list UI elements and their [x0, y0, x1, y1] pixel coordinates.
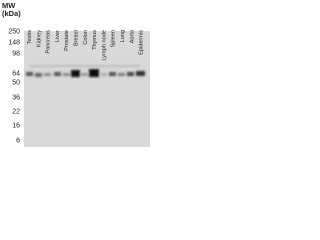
- mw-marker-label: 64: [12, 71, 20, 78]
- mw-title: MW (kDa): [2, 1, 21, 18]
- mw-marker-label: 98: [12, 51, 20, 58]
- lane-label: Spleen: [111, 30, 117, 47]
- mw-marker-label: 148: [8, 40, 20, 47]
- mw-marker-label: 16: [12, 123, 20, 130]
- lane-label: Lung: [120, 30, 126, 42]
- lane-label: Testis: [27, 30, 33, 45]
- mw-marker-label: 22: [12, 109, 20, 116]
- lane-label: Breast: [74, 30, 80, 47]
- lane-label: Lymph node: [101, 30, 107, 61]
- lane-label: Liver: [55, 30, 61, 42]
- lane-label: Aorta: [129, 29, 135, 43]
- mw-marker-label: 6: [16, 138, 20, 145]
- mw-marker-label: 50: [12, 80, 20, 87]
- lane-label: Prostate: [64, 30, 70, 51]
- lane-label: Pancreas: [46, 30, 52, 54]
- lane-label: Thymus: [92, 30, 98, 50]
- blot-figure: MW (kDa) 250 148 98 64 50 36 22 16 6 Testis Kidney P…: [2, 1, 150, 147]
- lane-label: Colon: [83, 30, 89, 45]
- mw-marker-label: 36: [12, 95, 20, 102]
- mw-marker-label: 250: [8, 29, 20, 36]
- bands: [26, 65, 145, 77]
- membrane: [24, 31, 150, 147]
- lane-label: Kidney: [36, 30, 42, 47]
- lane-label: Epidermis: [139, 30, 145, 55]
